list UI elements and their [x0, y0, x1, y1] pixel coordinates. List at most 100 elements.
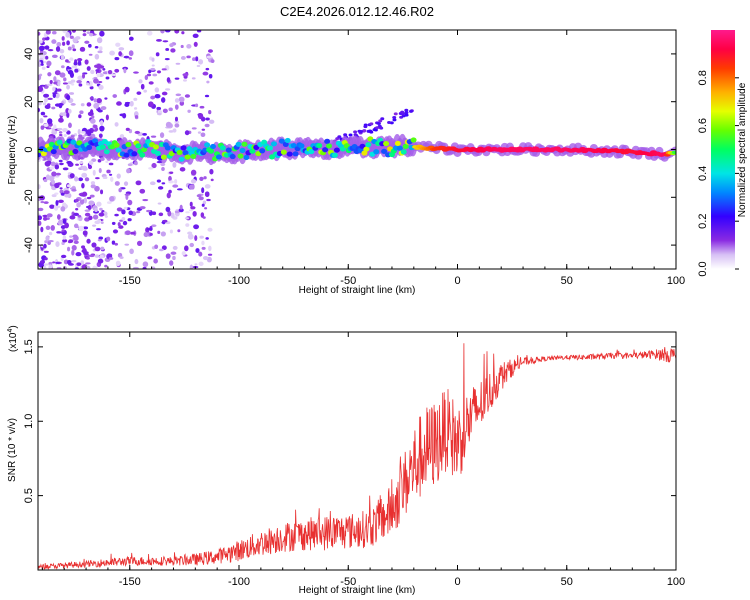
- spectrogram-speckle: [63, 77, 67, 82]
- spectrogram-speckle: [191, 77, 196, 80]
- spectrogram-ridge-point: [324, 138, 331, 144]
- spectrogram-speckle: [201, 240, 205, 246]
- spectrogram-speckle: [146, 30, 153, 36]
- spectrogram-speckle: [105, 160, 109, 163]
- x-tick-label: -150: [119, 576, 141, 588]
- spectrogram-speckle: [353, 130, 358, 134]
- spectrogram-speckle: [58, 131, 63, 134]
- spectrogram-speckle: [133, 107, 138, 110]
- spectrogram-speckle: [157, 186, 164, 190]
- spectrogram-speckle: [54, 164, 60, 170]
- spectrogram-speckle: [116, 207, 123, 212]
- spectrogram-speckle: [172, 255, 176, 261]
- spectrogram-speckle: [96, 201, 102, 207]
- spectrogram-ridge-point: [373, 149, 380, 155]
- spectrogram-speckle: [96, 97, 102, 104]
- spectrogram-ridge-point: [180, 145, 187, 151]
- spectrogram-speckle: [170, 48, 176, 53]
- spectrogram-speckle: [57, 214, 61, 220]
- spectrogram-speckle: [47, 118, 53, 125]
- spectrogram-speckle: [105, 76, 110, 80]
- spectrogram-speckle: [115, 42, 121, 47]
- spectrogram-speckle: [111, 73, 117, 77]
- spectrogram-speckle: [165, 88, 171, 91]
- spectrogram-speckle: [363, 125, 368, 129]
- spectrogram-speckle: [150, 67, 156, 71]
- spectrogram-speckle: [51, 31, 57, 35]
- spectrogram-ridge-point: [99, 144, 106, 150]
- spectrogram-speckle: [46, 83, 53, 87]
- spectrogram-speckle: [80, 131, 86, 134]
- spectrogram-speckle: [143, 232, 149, 238]
- spectrogram-speckle: [166, 192, 171, 199]
- spectrogram-speckle: [43, 123, 49, 127]
- spectrogram-speckle: [150, 95, 156, 100]
- spectrogram-speckle: [184, 217, 190, 220]
- spectrogram-speckle: [77, 60, 82, 66]
- spectrogram-speckle: [378, 119, 383, 123]
- spectrogram-speckle: [156, 106, 162, 111]
- spectrogram-ridge-point: [125, 142, 132, 148]
- spectrogram-ridge-point: [402, 143, 409, 149]
- spectrogram-speckle: [170, 212, 175, 219]
- spectrogram-speckle: [62, 239, 68, 243]
- spectrogram-speckle: [148, 69, 152, 74]
- spectrogram-speckle: [114, 56, 120, 61]
- spectrogram-speckle: [201, 246, 206, 250]
- spectrogram-speckle: [202, 255, 209, 261]
- spectrogram-speckle: [85, 262, 91, 265]
- spectrogram-speckle: [124, 86, 130, 93]
- spectrogram-speckle: [69, 35, 74, 39]
- spectrogram-speckle: [59, 72, 66, 78]
- spectrogram-speckle: [359, 129, 364, 133]
- spectrogram-speckle: [136, 211, 141, 214]
- spectrogram-speckle: [56, 205, 61, 208]
- spectrogram-speckle: [142, 261, 149, 268]
- snr-x-ticks: -150 -100 -50 0 50 100: [41, 332, 685, 588]
- spectrogram-speckle: [56, 42, 62, 47]
- spectrogram-speckle: [121, 209, 126, 215]
- spectrogram-speckle: [151, 266, 156, 269]
- spectrogram-speckle: [147, 101, 154, 108]
- spectrogram-speckle: [99, 125, 105, 132]
- spectrogram-speckle: [204, 94, 210, 98]
- spectrogram-speckle: [38, 107, 41, 113]
- spectrogram-speckle: [51, 194, 57, 198]
- spectrogram-speckle: [207, 253, 213, 256]
- spectrogram-ridge-point: [308, 148, 315, 155]
- spectrogram-speckle: [125, 127, 130, 132]
- spectrogram-speckle: [204, 123, 210, 128]
- spectrogram-speckle: [66, 40, 70, 46]
- y-tick-label: -20: [23, 189, 35, 205]
- spectrogram-speckle: [154, 87, 160, 93]
- spectrogram-speckle: [148, 81, 154, 85]
- spectrogram-speckle: [122, 112, 127, 119]
- spectrogram-speckle: [149, 181, 156, 186]
- spectrogram-speckle: [404, 110, 409, 114]
- spectrogram-speckle: [174, 104, 179, 110]
- spectrogram-speckle: [118, 47, 125, 51]
- spectrogram-speckle: [179, 204, 183, 210]
- spectrogram-speckle: [127, 163, 133, 167]
- spectrogram-speckle: [62, 128, 68, 133]
- spectrogram-speckle: [76, 80, 82, 84]
- spectrogram-speckle: [124, 230, 131, 236]
- spectrogram-speckle: [100, 221, 104, 225]
- spectrogram-speckle: [79, 110, 84, 115]
- spectrogram-speckle: [83, 226, 89, 230]
- spectrogram-speckle: [42, 214, 49, 218]
- spectrogram-speckle: [174, 30, 180, 34]
- spectrogram-speckle: [51, 179, 56, 185]
- spectrogram-ridge-point: [225, 147, 232, 153]
- spectrogram-speckle: [99, 254, 104, 259]
- spectrogram-speckle: [146, 73, 152, 77]
- spectrogram-speckle: [84, 177, 90, 182]
- spectrogram-speckle: [44, 257, 48, 261]
- spectrogram-ridge-point: [229, 153, 236, 160]
- spectrogram-speckle: [59, 162, 64, 166]
- spectrogram-speckle: [92, 169, 96, 176]
- spectrogram-speckle: [208, 119, 215, 124]
- spectrogram-speckle: [62, 41, 66, 46]
- spectrogram-ridge-point: [154, 150, 161, 156]
- spectrogram-ridge-point: [208, 148, 215, 154]
